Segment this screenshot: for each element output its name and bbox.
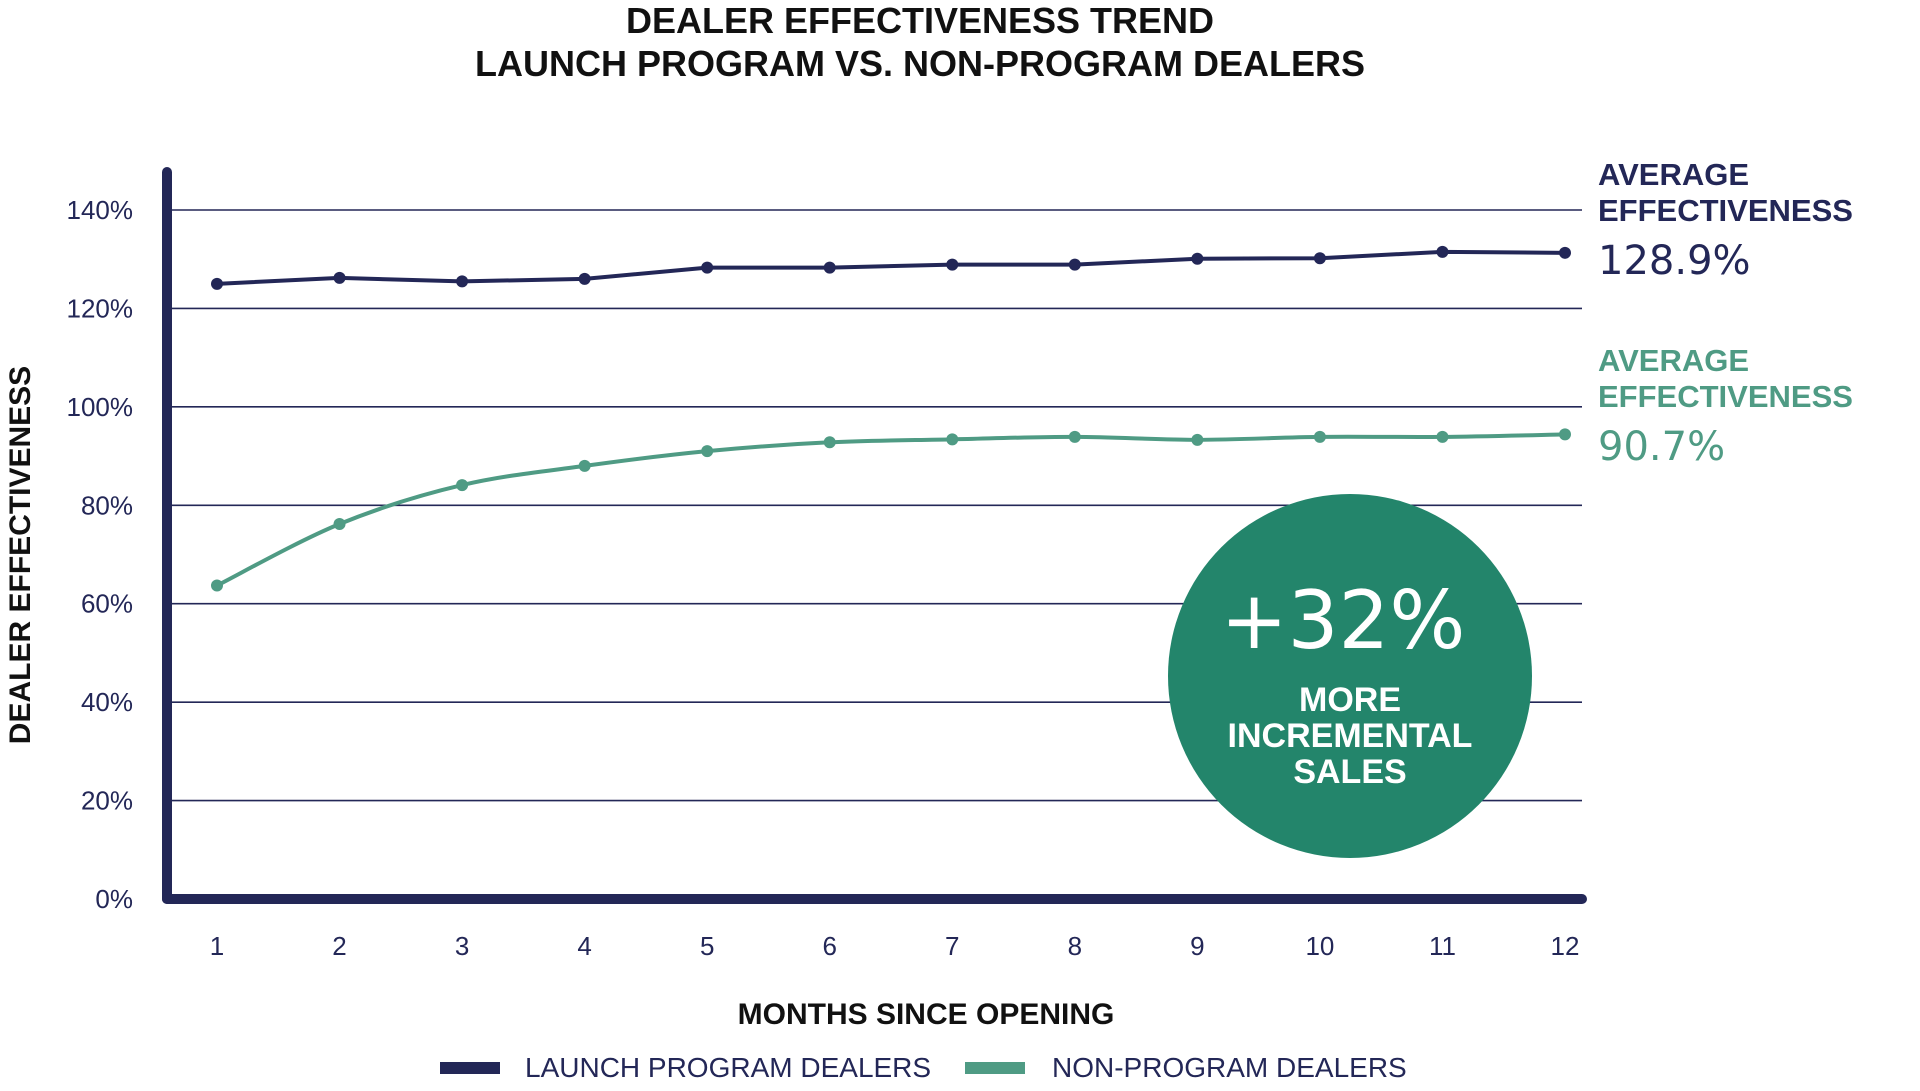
callout-circle <box>1168 494 1532 858</box>
data-point <box>823 436 836 449</box>
legend-swatch-non-program <box>965 1062 1025 1074</box>
gridlines <box>167 209 1582 802</box>
data-point <box>946 433 959 446</box>
data-point <box>578 459 591 472</box>
legend-label-launch: LAUNCH PROGRAM DEALERS <box>525 1052 931 1083</box>
data-point <box>946 258 959 271</box>
data-point <box>1559 428 1571 441</box>
legend-label-non-program: NON-PROGRAM DEALERS <box>1052 1052 1407 1083</box>
y-tick-label: 20% <box>81 786 133 816</box>
x-tick-label: 2 <box>332 931 346 961</box>
annotation-launch-heading-1: AVERAGE <box>1598 157 1749 192</box>
callout-line-2: INCREMENTAL <box>1228 717 1473 755</box>
chart-title: DEALER EFFECTIVENESS TREND <box>626 0 1214 41</box>
series-line <box>215 249 1567 286</box>
data-point <box>1191 433 1204 446</box>
annotation-non-program: AVERAGE EFFECTIVENESS 90.7% <box>1598 343 1853 470</box>
data-point <box>1313 252 1326 265</box>
annotation-non-program-heading-1: AVERAGE <box>1598 343 1749 378</box>
data-point <box>1313 430 1326 443</box>
data-point <box>1191 252 1204 265</box>
data-point <box>211 579 223 592</box>
x-axis-ticks: 1 2 3 4 5 6 7 8 9 10 11 12 <box>210 931 1580 961</box>
x-tick-label: 5 <box>700 931 714 961</box>
legend: LAUNCH PROGRAM DEALERS NON-PROGRAM DEALE… <box>440 1052 1407 1083</box>
x-tick-label: 1 <box>210 931 224 961</box>
annotation-launch-heading-2: EFFECTIVENESS <box>1598 193 1853 228</box>
y-axis-title: DEALER EFFECTIVENESS <box>4 366 37 744</box>
y-tick-label: 140% <box>67 195 134 225</box>
x-tick-label: 12 <box>1551 931 1580 961</box>
x-tick-label: 8 <box>1068 931 1082 961</box>
data-point <box>333 517 346 530</box>
series-non-program <box>211 428 1571 592</box>
data-point <box>211 277 223 290</box>
annotation-non-program-value: 90.7% <box>1598 424 1725 470</box>
callout-line-1: MORE <box>1299 681 1401 719</box>
data-point <box>1436 430 1449 443</box>
data-point <box>578 272 591 285</box>
x-tick-label: 9 <box>1190 931 1204 961</box>
data-point <box>1068 430 1081 443</box>
y-tick-label: 0% <box>95 884 133 914</box>
data-point <box>1559 246 1571 259</box>
callout-badge: +32% MORE INCREMENTAL SALES <box>1168 494 1532 858</box>
x-tick-label: 10 <box>1305 931 1334 961</box>
legend-swatch-launch <box>440 1062 500 1074</box>
x-tick-label: 3 <box>455 931 469 961</box>
x-tick-label: 6 <box>822 931 836 961</box>
y-tick-label: 40% <box>81 687 133 717</box>
x-tick-label: 7 <box>945 931 959 961</box>
data-point <box>823 261 836 274</box>
x-tick-label: 4 <box>577 931 591 961</box>
data-point <box>701 261 714 274</box>
series-launch-program <box>211 245 1571 290</box>
callout-line-3: SALES <box>1293 753 1406 791</box>
data-point <box>456 275 469 288</box>
x-tick-label: 11 <box>1429 931 1456 961</box>
y-axis-ticks: 0% 20% 40% 60% 80% 100% 120% 140% <box>67 195 134 914</box>
y-tick-label: 120% <box>67 293 134 323</box>
y-tick-label: 60% <box>81 589 133 619</box>
annotation-launch-value: 128.9% <box>1598 238 1751 284</box>
data-point <box>333 271 346 284</box>
annotation-non-program-heading-2: EFFECTIVENESS <box>1598 379 1853 414</box>
y-tick-label: 80% <box>81 490 133 520</box>
callout-percent: +32% <box>1221 574 1466 667</box>
data-point <box>701 445 714 458</box>
x-axis-title: MONTHS SINCE OPENING <box>738 998 1115 1031</box>
data-point <box>1436 245 1449 258</box>
series-layer <box>211 245 1571 592</box>
data-point <box>1068 258 1081 271</box>
annotation-launch: AVERAGE EFFECTIVENESS 128.9% <box>1598 157 1853 284</box>
chart-subtitle: LAUNCH PROGRAM VS. NON-PROGRAM DEALERS <box>475 43 1365 84</box>
y-tick-label: 100% <box>67 392 134 422</box>
data-point <box>456 479 469 492</box>
series-line <box>215 432 1567 588</box>
